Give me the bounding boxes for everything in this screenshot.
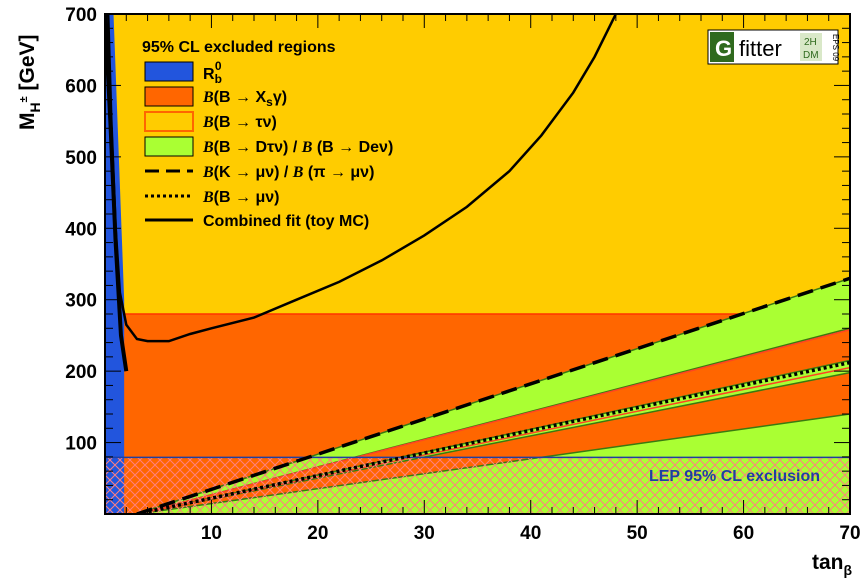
legend-label-btaunu: B(B → τν) <box>202 114 277 131</box>
logo-g-letter: G <box>715 36 732 61</box>
curve-kmunu <box>136 276 850 514</box>
svg-text:MH± [GeV]: MH± [GeV] <box>16 34 43 130</box>
axis-ticks <box>104 13 851 515</box>
gfitter-logo: G fitter 2H DM EPS 09 <box>707 29 840 65</box>
y-axis-title-sup: ± <box>18 96 30 102</box>
y-tick-label: 400 <box>65 219 97 240</box>
y-tick-label: 500 <box>65 148 97 169</box>
x-tick-label: 70 <box>839 523 860 544</box>
logo-fitter-text: fitter <box>739 36 782 61</box>
legend-label-kmunu: B(K → μν) / B (π → μν) <box>202 164 374 181</box>
x-tick-label: 40 <box>520 523 541 544</box>
legend: 95% CL excluded regions Rb0 B(B → Xsγ) B… <box>142 39 393 230</box>
svg-text:tanβ: tanβ <box>812 551 853 578</box>
logo-tag-top: 2H <box>804 37 817 48</box>
x-axis-title-sub: β <box>844 562 853 578</box>
y-tick-label: 600 <box>65 76 97 97</box>
x-tick-label: 10 <box>201 523 222 544</box>
legend-swatch-bsg <box>144 86 194 107</box>
y-axis-title: MH± [GeV] <box>16 34 43 130</box>
x-axis-title-main: tan <box>812 551 844 574</box>
legend-label-dtaunu: B(B → Dτν) / B (B → Deν) <box>202 139 393 156</box>
y-axis-title-main: M <box>16 113 39 131</box>
x-tick-label: 20 <box>307 523 328 544</box>
axis-tick-labels: 10 20 30 40 50 60 70 100 200 300 400 500 600 700 <box>65 5 860 544</box>
x-tick-label: 30 <box>414 523 435 544</box>
y-tick-label: 200 <box>65 362 97 383</box>
y-tick-label: 300 <box>65 291 97 312</box>
curve-bmunu <box>136 360 850 514</box>
legend-label-combined: Combined fit (toy MC) <box>203 213 369 230</box>
y-axis-title-rest: [GeV] <box>16 34 39 96</box>
logo-g-box <box>710 32 734 62</box>
logo-tag-box <box>800 33 822 61</box>
logo-tag-bottom: DM <box>803 50 819 61</box>
x-axis-title: tanβ <box>812 551 853 578</box>
x-tick-label: 50 <box>627 523 648 544</box>
lep-exclusion-label: LEP 95% CL exclusion <box>649 468 820 485</box>
legend-label-bmunu: B(B → μν) <box>202 189 279 206</box>
curve-combined <box>106 14 617 343</box>
y-tick-label: 700 <box>65 5 97 26</box>
lep-hatch <box>105 457 850 514</box>
legend-label-bsg: B(B → Xsγ) <box>202 89 287 109</box>
y-axis-title-sub: H <box>27 102 43 112</box>
legend-swatch-btaunu <box>144 111 194 132</box>
plot-frame <box>104 13 851 515</box>
lep-exclusion-region <box>105 456 850 514</box>
legend-title: 95% CL excluded regions <box>142 39 336 56</box>
legend-label-rb: Rb0 <box>203 59 222 86</box>
x-tick-label: 60 <box>733 523 754 544</box>
legend-swatch-dtaunu <box>144 136 194 157</box>
legend-swatch-rb <box>144 61 194 82</box>
logo-eps: EPS 09 <box>831 34 840 62</box>
y-tick-label: 100 <box>65 434 97 455</box>
